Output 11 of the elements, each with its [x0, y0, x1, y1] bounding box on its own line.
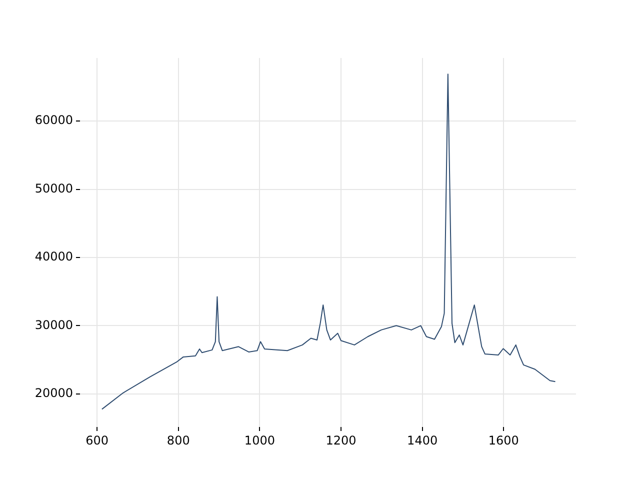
- x-tick-label: 1600: [488, 433, 519, 448]
- y-tick-label: 60000: [34, 113, 73, 128]
- y-tick-label: 30000: [34, 318, 73, 332]
- y-tick-label: 50000: [34, 181, 73, 196]
- y-tick-label: 40000: [34, 250, 73, 264]
- x-tick-label: 600: [86, 433, 109, 448]
- x-tick-label: 1400: [407, 433, 438, 448]
- y-tick-label: 20000: [34, 386, 73, 400]
- x-tick-label: 1200: [326, 433, 356, 448]
- x-tick-label: 800: [166, 433, 190, 448]
- x-tick-label: 1000: [244, 433, 275, 448]
